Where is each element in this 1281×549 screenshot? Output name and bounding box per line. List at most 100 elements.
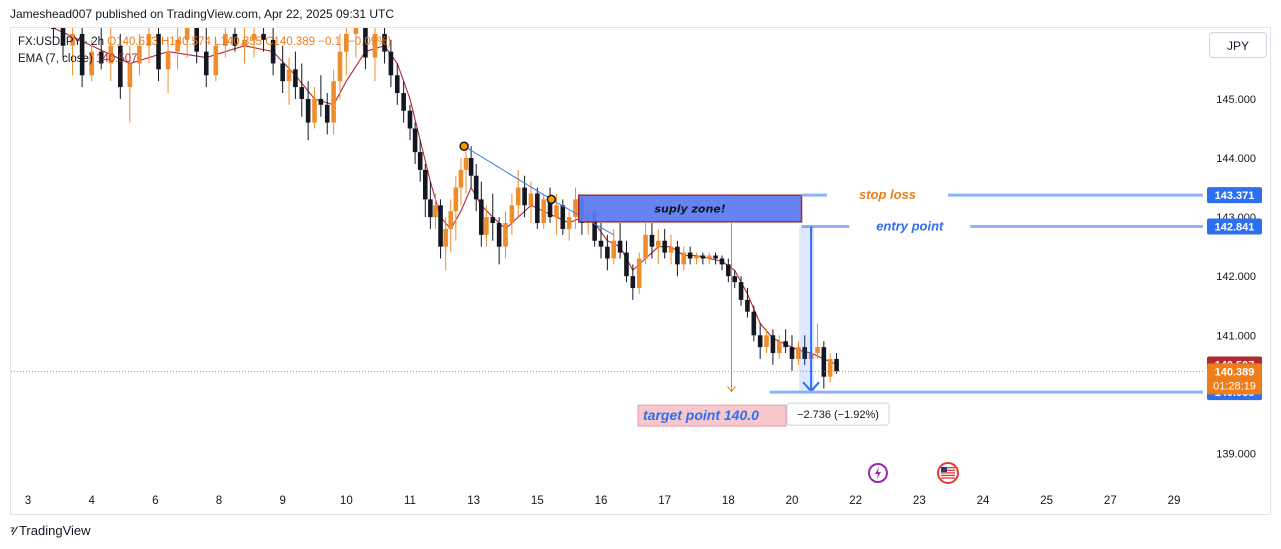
candle-body [299,87,305,99]
candle [261,28,266,52]
supply-zone[interactable] [577,194,803,223]
candle-body [554,205,559,218]
candle [815,323,820,359]
candle-body [484,217,489,235]
candle-body [815,347,820,354]
us-flag-event-icon[interactable] [936,462,959,484]
trendline-point[interactable] [459,141,469,151]
trendline-point[interactable] [546,194,557,205]
candle [547,187,553,224]
candle [649,223,655,259]
candle [611,228,617,265]
y-tick-label: 144.000 [1216,153,1256,165]
tradingview-logo: ⁷⁄ TradingView [10,523,91,538]
x-tick-label: 16 [595,495,608,507]
candle-body [566,217,572,229]
candle [118,33,123,99]
candle-body [146,33,152,46]
candle-body [448,211,454,229]
candle [89,39,94,82]
candle-body [605,246,610,259]
x-tick-label: 13 [467,495,480,507]
candle-body [560,205,566,229]
candle-body [547,199,553,218]
candle-body [687,252,693,259]
candle [137,33,142,76]
tradingview-logo-text: TradingView [18,523,91,538]
candle [821,341,827,389]
x-tick-label: 6 [152,495,158,507]
candle-body [388,51,394,76]
candle [108,28,114,82]
candle-body [407,110,413,129]
flash-bolt [874,467,881,479]
candle [443,217,448,271]
candle [448,199,454,253]
candle [706,252,712,265]
target-label-box [637,404,787,427]
candle-body [751,311,757,336]
candle [605,234,610,271]
candle-body [624,252,629,277]
candle-body [203,51,209,76]
candle-body [827,358,833,377]
candle-body [382,33,387,52]
candle [453,175,459,241]
candle [353,28,359,58]
candle [834,353,839,374]
candle [479,181,484,247]
candle-body [324,104,330,123]
candle [719,255,725,271]
candle [776,335,782,359]
countdown-badge-text: 01:28:19 [1213,380,1256,392]
candle [770,329,776,365]
candle-body [443,228,448,247]
candle [280,45,285,94]
candle [305,81,311,141]
projection-tooltip [786,402,890,426]
candle [337,33,343,99]
candle [630,264,636,300]
candle [458,158,464,206]
candle-body [344,33,349,52]
candle-body [286,69,292,82]
candle-body [312,98,317,123]
candle [503,211,508,259]
candle-body [438,205,443,247]
candle [70,28,75,76]
candle-body [796,347,801,359]
candle-body [108,45,114,64]
y-tick-label: 142.000 [1216,271,1256,283]
candle [757,323,763,359]
candle-body [372,33,378,58]
currency-button[interactable]: JPY [1209,32,1267,58]
candle [382,28,387,64]
candle-body [468,158,474,176]
us-flag-stripe [940,474,955,477]
candle [60,28,66,58]
candle-body [70,33,75,46]
candle-body [473,175,479,200]
candle [318,75,324,117]
candle [223,28,228,58]
candle [463,146,469,194]
candle [331,69,336,135]
candle [98,28,104,70]
us-flag-canton [940,467,947,472]
candle [344,28,349,76]
candle-body [194,28,200,52]
candle-body [668,246,674,253]
flash-event-icon[interactable] [867,463,888,483]
candle-body [175,39,180,52]
axis-level-badge [1207,187,1262,204]
candle-body [353,28,359,34]
candle-body [757,335,763,348]
candle-body [630,276,636,289]
x-tick-label: 29 [1168,495,1181,507]
candle [732,270,737,289]
legend-ohlc: O140.613 H140.574 L140.355 C140.389 −0.1… [107,36,392,48]
candle-body [422,169,428,200]
candle-body [458,169,464,188]
candle-body [127,63,133,88]
